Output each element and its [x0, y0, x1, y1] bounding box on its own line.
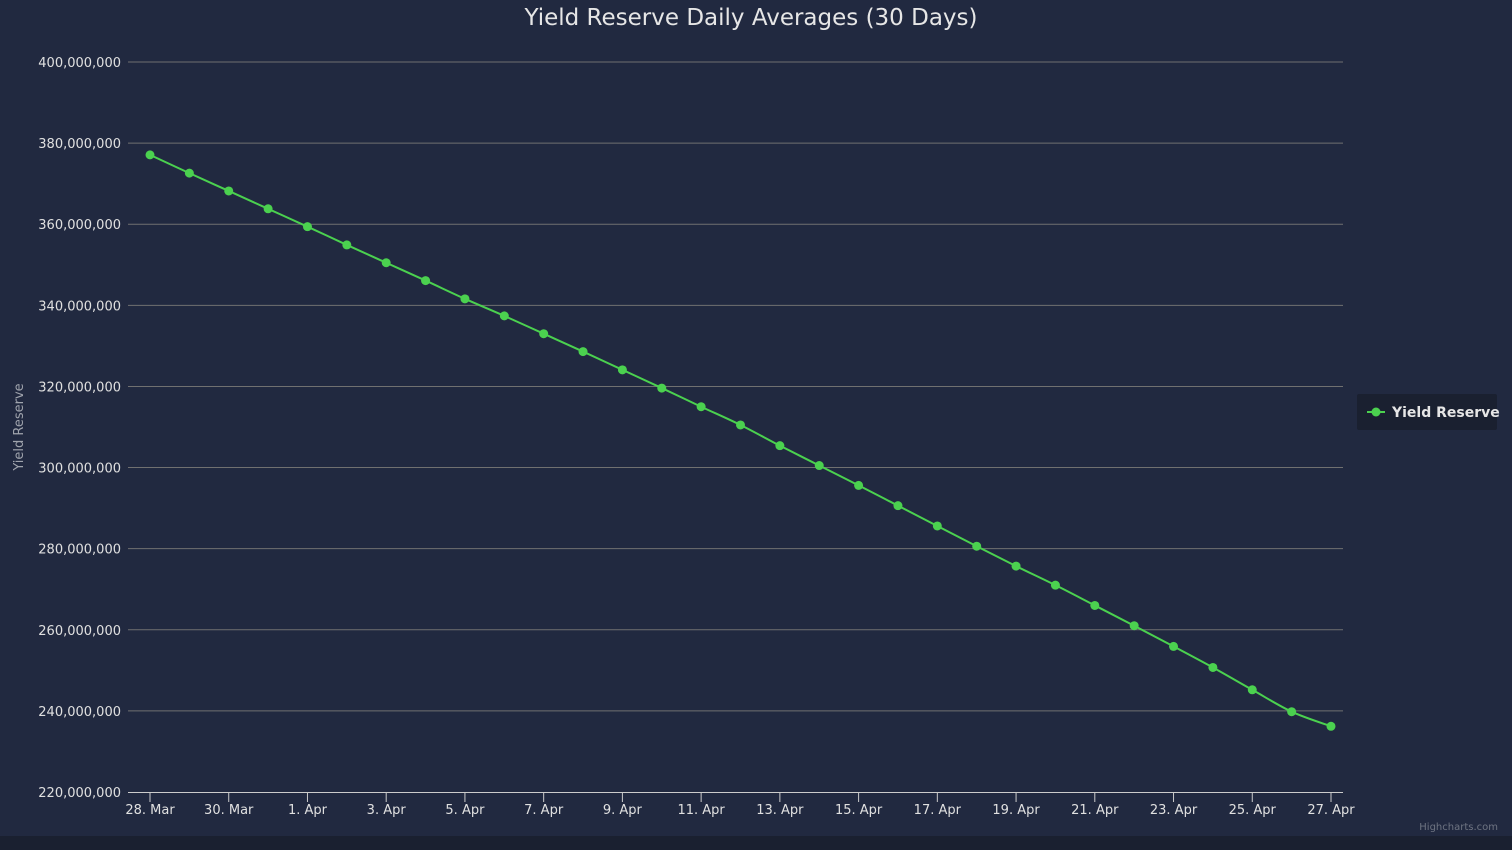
x-tick-label: 17. Apr — [914, 803, 962, 818]
x-tick-label: 7. Apr — [524, 803, 564, 818]
x-tick-label: 30. Mar — [204, 803, 254, 818]
chart-title: Yield Reserve Daily Averages (30 Days) — [523, 5, 977, 31]
data-point[interactable] — [1011, 561, 1021, 571]
data-point[interactable] — [421, 276, 431, 286]
data-point[interactable] — [578, 347, 588, 357]
data-point[interactable] — [184, 168, 194, 178]
series-line — [149, 153, 1332, 728]
y-tick-label: 240,000,000 — [38, 705, 121, 720]
data-point[interactable] — [814, 461, 824, 471]
x-tick-label: 11. Apr — [677, 803, 725, 818]
data-point[interactable] — [1326, 721, 1336, 731]
x-tick-label: 5. Apr — [445, 803, 485, 818]
data-point[interactable] — [932, 521, 942, 531]
x-tick-label: 27. Apr — [1307, 803, 1355, 818]
legend-marker-icon — [1371, 407, 1381, 417]
legend[interactable]: Yield Reserve — [1357, 394, 1500, 430]
x-tick-label: 28. Mar — [125, 803, 175, 818]
bottom-strip — [0, 836, 1512, 850]
data-point[interactable] — [1050, 580, 1060, 590]
data-point[interactable] — [1247, 685, 1257, 695]
data-point[interactable] — [617, 365, 627, 375]
data-point[interactable] — [775, 441, 785, 451]
data-point[interactable] — [696, 402, 706, 412]
data-point[interactable] — [224, 186, 234, 196]
data-point[interactable] — [1287, 707, 1297, 717]
x-tick-label: 23. Apr — [1150, 803, 1198, 818]
x-axis: 28. Mar 30. Mar 1. Apr 3. Apr 5. Apr 7. Apr 9.… — [125, 792, 1355, 818]
credits-link[interactable]: Highcharts.com — [1419, 822, 1498, 833]
grid-lines — [128, 61, 1343, 712]
data-point[interactable] — [1169, 641, 1179, 651]
x-tick-label: 13. Apr — [756, 803, 804, 818]
data-point[interactable] — [1208, 662, 1218, 672]
y-tick-label: 380,000,000 — [38, 137, 121, 152]
data-point[interactable] — [145, 150, 155, 160]
data-point[interactable] — [381, 258, 391, 268]
y-tick-label: 300,000,000 — [38, 462, 121, 477]
data-point[interactable] — [893, 501, 903, 511]
data-point[interactable] — [736, 420, 745, 430]
legend-item-label[interactable]: Yield Reserve — [1391, 405, 1500, 421]
x-tick-label: 1. Apr — [288, 803, 328, 818]
x-tick-label: 21. Apr — [1071, 803, 1119, 818]
data-point[interactable] — [539, 329, 549, 339]
data-point[interactable] — [972, 541, 982, 551]
data-point[interactable] — [854, 480, 864, 490]
x-tick-label: 15. Apr — [835, 803, 883, 818]
y-tick-label: 360,000,000 — [38, 218, 121, 233]
y-axis-label: Yield Reserve — [12, 383, 27, 471]
data-point[interactable] — [263, 204, 273, 214]
y-tick-label: 320,000,000 — [38, 380, 121, 395]
series-group — [145, 150, 1336, 731]
data-point[interactable] — [499, 311, 509, 321]
data-point[interactable] — [1090, 600, 1100, 610]
y-tick-label: 280,000,000 — [38, 543, 121, 558]
data-point[interactable] — [1129, 621, 1139, 631]
y-tick-label: 260,000,000 — [38, 624, 121, 639]
y-axis-ticks: 220,000,000 240,000,000 260,000,000 280,000… — [38, 56, 121, 801]
x-tick-label: 25. Apr — [1229, 803, 1277, 818]
legend-box — [1357, 394, 1497, 430]
x-tick-label: 19. Apr — [992, 803, 1040, 818]
y-tick-label: 340,000,000 — [38, 299, 121, 314]
data-point[interactable] — [302, 222, 312, 232]
x-tick-label: 9. Apr — [603, 803, 643, 818]
data-point[interactable] — [657, 383, 667, 393]
y-tick-label: 220,000,000 — [38, 786, 121, 801]
y-tick-label: 400,000,000 — [38, 56, 121, 71]
data-point[interactable] — [460, 294, 470, 304]
data-point[interactable] — [342, 240, 352, 250]
x-tick-label: 3. Apr — [367, 803, 407, 818]
